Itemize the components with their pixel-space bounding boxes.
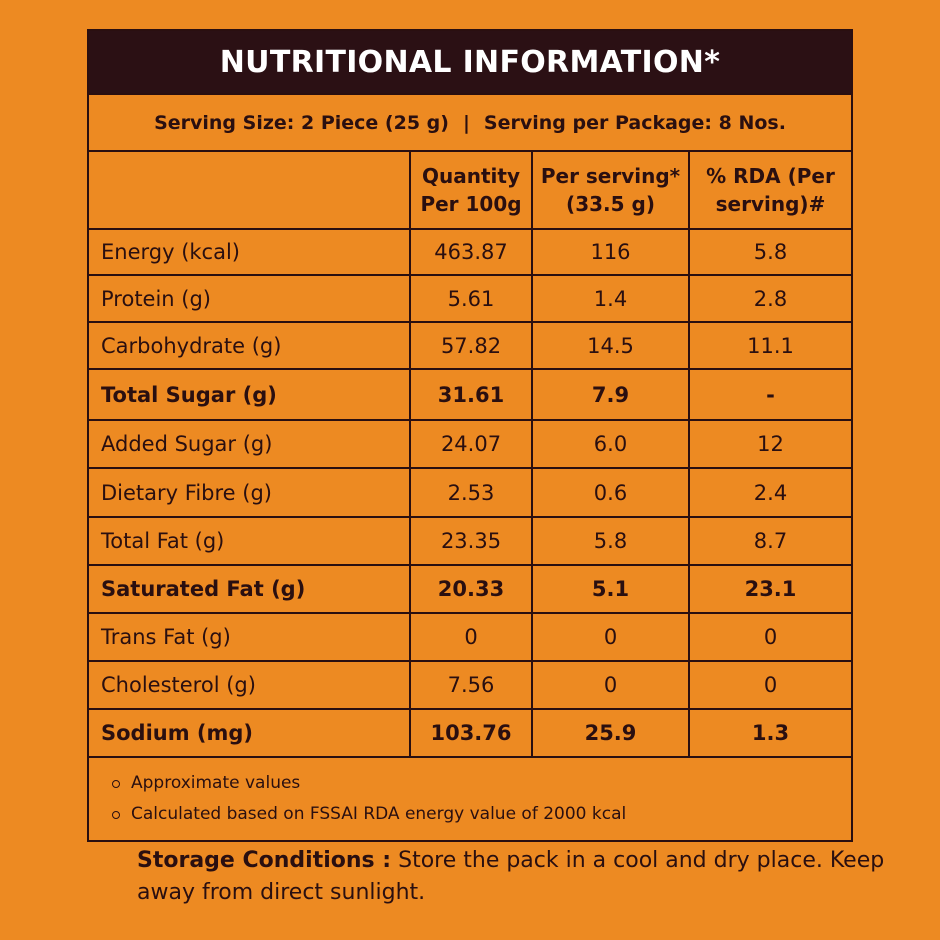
- footnote-item: Calculated based on FSSAI RDA energy val…: [112, 799, 851, 830]
- serving-separator: |: [462, 111, 470, 134]
- nutrient-label-cell: Cholesterol (g): [89, 660, 411, 710]
- per-serving-cell: 0.6: [531, 467, 690, 518]
- table-row: Saturated Fat (g) 20.33 5.1 23.1: [89, 564, 851, 614]
- quantity-cell: 24.07: [409, 419, 533, 469]
- quantity-cell: 5.61: [409, 274, 533, 323]
- nutrient-label-cell: Protein (g): [89, 274, 411, 323]
- quantity-cell: 20.33: [409, 564, 533, 614]
- rda-cell: 11.1: [688, 321, 851, 370]
- nutrition-table: Quantity Per 100g Per serving* (33.5 g) …: [89, 152, 851, 758]
- footnotes: Approximate values Calculated based on F…: [89, 758, 851, 840]
- per-serving-cell: 25.9: [531, 708, 690, 758]
- per-serving-cell: 0: [531, 660, 690, 710]
- quantity-cell: 2.53: [409, 467, 533, 518]
- quantity-cell: 0: [409, 612, 533, 662]
- nutrient-label-cell: Dietary Fibre (g): [89, 467, 411, 518]
- rda-cell: 0: [688, 660, 851, 710]
- per-serving-cell: 7.9: [531, 368, 690, 421]
- quantity-cell: 103.76: [409, 708, 533, 758]
- rda-cell: 2.8: [688, 274, 851, 323]
- header-per-serving: Per serving* (33.5 g): [531, 152, 690, 230]
- storage-conditions: Storage Conditions : Store the pack in a…: [137, 845, 897, 909]
- table-row: Protein (g) 5.61 1.4 2.8: [89, 274, 851, 323]
- table-row: Dietary Fibre (g) 2.53 0.6 2.4: [89, 467, 851, 518]
- serving-info: Serving Size: 2 Piece (25 g) | Serving p…: [89, 95, 851, 152]
- rda-cell: -: [688, 368, 851, 421]
- nutrient-label-cell: Total Fat (g): [89, 516, 411, 566]
- per-serving-cell: 5.1: [531, 564, 690, 614]
- footnote-item: Approximate values: [112, 768, 851, 799]
- table-row: Sodium (mg) 103.76 25.9 1.3: [89, 708, 851, 758]
- nutrition-panel: NUTRITIONAL INFORMATION* Serving Size: 2…: [87, 29, 853, 842]
- serving-per-package: Serving per Package: 8 Nos.: [483, 111, 786, 134]
- quantity-cell: 31.61: [409, 368, 533, 421]
- rda-cell: 23.1: [688, 564, 851, 614]
- nutrient-label-cell: Energy (kcal): [89, 228, 411, 276]
- nutrient-label-cell: Trans Fat (g): [89, 612, 411, 662]
- serving-size: Serving Size: 2 Piece (25 g): [154, 111, 449, 134]
- per-serving-cell: 14.5: [531, 321, 690, 370]
- storage-text: Store the pack in a cool and dry place. …: [137, 848, 885, 905]
- nutrient-label-cell: Total Sugar (g): [89, 368, 411, 421]
- nutrient-label-cell: Added Sugar (g): [89, 419, 411, 469]
- rda-cell: 0: [688, 612, 851, 662]
- nutrient-label-cell: Sodium (mg): [89, 708, 411, 758]
- panel-title: NUTRITIONAL INFORMATION*: [89, 31, 851, 95]
- table-row: Energy (kcal) 463.87 116 5.8: [89, 228, 851, 276]
- table-row: Total Sugar (g) 31.61 7.9-: [89, 368, 851, 421]
- header-quantity: Quantity Per 100g: [409, 152, 533, 230]
- nutrient-label-cell: Carbohydrate (g): [89, 321, 411, 370]
- per-serving-cell: 116: [531, 228, 690, 276]
- header-rda: % RDA (Per serving)#: [688, 152, 851, 230]
- storage-label: Storage Conditions :: [137, 848, 392, 873]
- rda-cell: 8.7: [688, 516, 851, 566]
- quantity-cell: 23.35: [409, 516, 533, 566]
- table-row: Added Sugar (g) 24.07 6.0 12: [89, 419, 851, 469]
- per-serving-cell: 6.0: [531, 419, 690, 469]
- table-row: Cholesterol (g) 7.56 0 0: [89, 660, 851, 710]
- table-header-row: Quantity Per 100g Per serving* (33.5 g) …: [89, 152, 851, 230]
- per-serving-cell: 0: [531, 612, 690, 662]
- header-nutrient: [89, 152, 411, 230]
- rda-cell: 2.4: [688, 467, 851, 518]
- table-row: Trans Fat (g) 0 0 0: [89, 612, 851, 662]
- quantity-cell: 7.56: [409, 660, 533, 710]
- per-serving-cell: 5.8: [531, 516, 690, 566]
- quantity-cell: 57.82: [409, 321, 533, 370]
- rda-cell: 5.8: [688, 228, 851, 276]
- rda-cell: 12: [688, 419, 851, 469]
- per-serving-cell: 1.4: [531, 274, 690, 323]
- rda-cell: 1.3: [688, 708, 851, 758]
- nutrient-label-cell: Saturated Fat (g): [89, 564, 411, 614]
- table-row: Total Fat (g) 23.35 5.8 8.7: [89, 516, 851, 566]
- table-row: Carbohydrate (g) 57.82 14.5 11.1: [89, 321, 851, 370]
- quantity-cell: 463.87: [409, 228, 533, 276]
